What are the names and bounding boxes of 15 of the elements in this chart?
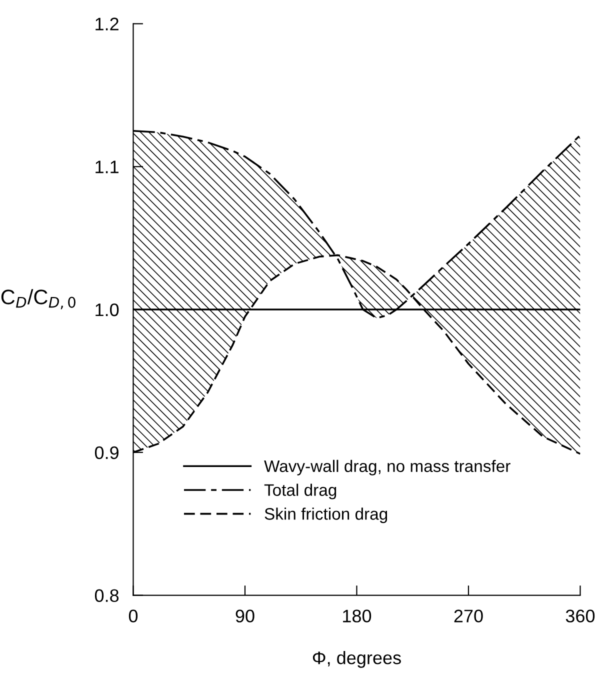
x-tick-label: 270 — [454, 610, 483, 622]
legend-label: Skin friction drag — [264, 508, 388, 524]
legend-label: Wavy-wall drag, no mass transfer — [264, 460, 510, 476]
y-tick-label: 0.8 — [94, 589, 119, 602]
y-tick-label: 1.2 — [96, 18, 118, 30]
legend-label: Total drag — [264, 484, 336, 500]
x-tick-label: 180 — [343, 610, 372, 622]
x-tick-label: 0 — [128, 610, 138, 622]
y-tick-label: 1.0 — [96, 303, 119, 316]
x-tick-label: 360 — [566, 610, 595, 622]
x-axis-title: Φ, degrees — [312, 651, 401, 668]
y-tick-label: 1.1 — [96, 160, 118, 174]
y-tick-label: 0.9 — [94, 446, 118, 460]
y-axis-title: C$_{D}$/C$_{D,0}$ — [1, 289, 76, 310]
x-tick-label: 90 — [236, 610, 254, 622]
